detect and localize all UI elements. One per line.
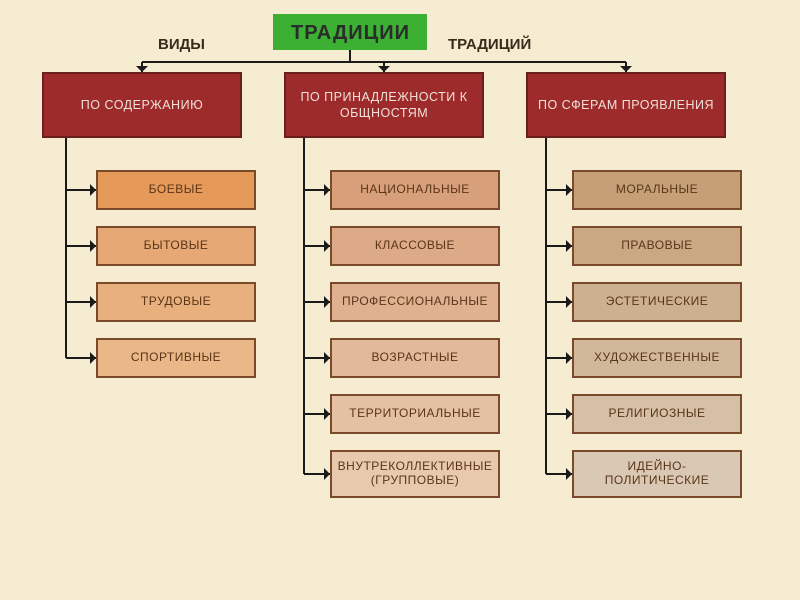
item-col3-0: МОРАЛЬНЫЕ	[572, 170, 742, 210]
side-label-right: ТРАДИЦИЙ	[448, 36, 531, 53]
item-col2-2: ПРОФЕССИОНАЛЬНЫЕ	[330, 282, 500, 322]
side-label-left: ВИДЫ	[158, 36, 205, 53]
item-col2-0: НАЦИОНАЛЬНЫЕ	[330, 170, 500, 210]
category-col3: ПО СФЕРАМ ПРОЯВЛЕНИЯ	[526, 72, 726, 138]
category-col1: ПО СОДЕРЖАНИЮ	[42, 72, 242, 138]
item-col2-5: ВНУТРЕКОЛЛЕКТИВНЫЕ (ГРУППОВЫЕ)	[330, 450, 500, 498]
item-col3-1: ПРАВОВЫЕ	[572, 226, 742, 266]
item-col1-0: БОЕВЫЕ	[96, 170, 256, 210]
item-col2-1: КЛАССОВЫЕ	[330, 226, 500, 266]
item-col3-4: РЕЛИГИОЗНЫЕ	[572, 394, 742, 434]
item-col3-2: ЭСТЕТИЧЕСКИЕ	[572, 282, 742, 322]
item-col3-3: ХУДОЖЕСТВЕННЫЕ	[572, 338, 742, 378]
item-col2-3: ВОЗРАСТНЫЕ	[330, 338, 500, 378]
item-col1-1: БЫТОВЫЕ	[96, 226, 256, 266]
category-col2: ПО ПРИНАДЛЕЖНОСТИ К ОБЩНОСТЯМ	[284, 72, 484, 138]
item-col1-3: СПОРТИВНЫЕ	[96, 338, 256, 378]
item-col2-4: ТЕРРИТОРИАЛЬНЫЕ	[330, 394, 500, 434]
root-node: ТРАДИЦИИ	[273, 14, 427, 50]
item-col1-2: ТРУДОВЫЕ	[96, 282, 256, 322]
item-col3-5: ИДЕЙНО-ПОЛИТИЧЕСКИЕ	[572, 450, 742, 498]
